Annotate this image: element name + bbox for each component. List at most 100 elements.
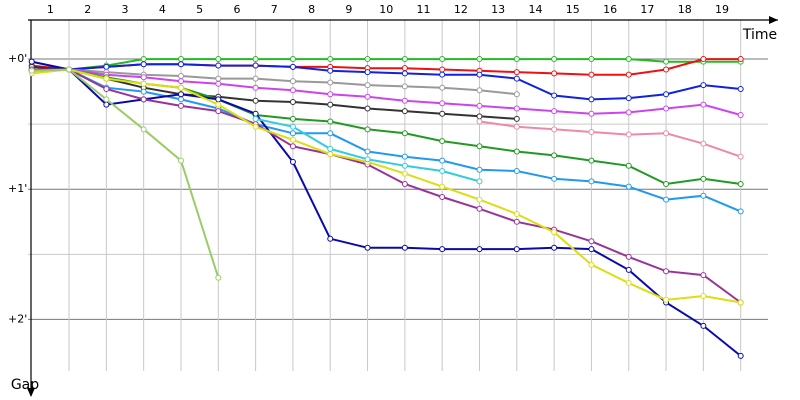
data-point — [700, 56, 707, 63]
data-point — [177, 84, 184, 91]
x-tick-label: 3 — [122, 3, 129, 16]
data-point — [364, 69, 371, 76]
data-point — [177, 78, 184, 85]
y-axis-label: Gap — [11, 377, 39, 393]
x-tick-label: 4 — [159, 3, 166, 16]
x-axis-label: Time — [742, 27, 777, 43]
x-tick-label: 5 — [196, 3, 203, 16]
data-point — [439, 168, 446, 175]
data-point — [476, 87, 483, 94]
data-point — [551, 70, 558, 77]
data-point — [103, 63, 110, 70]
data-point — [289, 130, 296, 137]
series-line — [31, 68, 741, 116]
data-point — [252, 84, 259, 91]
data-point — [401, 162, 408, 169]
data-point — [439, 71, 446, 78]
data-point — [252, 62, 259, 69]
data-point — [289, 87, 296, 94]
data-point — [177, 56, 184, 63]
series-line — [31, 60, 742, 357]
data-point — [401, 170, 408, 177]
y-tick-label: +1' — [8, 182, 27, 195]
data-point — [289, 158, 296, 165]
data-point — [700, 322, 707, 329]
data-point — [551, 244, 558, 251]
data-point — [625, 253, 632, 260]
y-axis-arrow — [27, 388, 35, 397]
x-axis-arrow — [769, 16, 778, 24]
x-tick-label: 9 — [345, 3, 352, 16]
data-point — [513, 218, 520, 225]
data-point — [177, 91, 184, 98]
data-point — [289, 78, 296, 85]
series-line — [31, 68, 517, 96]
data-point — [625, 162, 632, 169]
data-point — [289, 63, 296, 70]
data-point — [551, 126, 558, 133]
data-point — [289, 56, 296, 63]
x-tick-label: 17 — [640, 3, 654, 16]
data-point — [327, 101, 334, 108]
data-point — [327, 56, 334, 63]
data-point — [401, 130, 408, 137]
x-tick-label: 10 — [379, 3, 393, 16]
data-point — [103, 85, 110, 92]
data-point — [364, 126, 371, 133]
data-point — [28, 67, 35, 74]
data-point — [252, 110, 259, 117]
data-point — [215, 62, 222, 69]
x-tick-label: 15 — [566, 3, 580, 16]
data-point — [551, 152, 558, 159]
data-point — [737, 181, 744, 188]
data-point — [663, 105, 670, 112]
data-point — [439, 110, 446, 117]
data-point — [439, 84, 446, 91]
data-point — [439, 66, 446, 73]
data-point — [401, 83, 408, 90]
data-point — [663, 268, 670, 275]
data-point — [140, 88, 147, 95]
data-point — [476, 205, 483, 212]
data-point — [401, 108, 408, 115]
data-point — [513, 91, 520, 98]
data-point — [327, 118, 334, 125]
data-point — [513, 246, 520, 253]
data-point — [252, 115, 259, 122]
data-point — [140, 56, 147, 63]
series-line — [31, 60, 741, 101]
data-point — [551, 56, 558, 63]
data-point — [140, 126, 147, 133]
data-point — [66, 66, 73, 73]
data-point — [28, 58, 35, 65]
series-line — [31, 58, 741, 72]
x-tick-label: 1 — [47, 3, 54, 16]
data-point — [289, 99, 296, 106]
data-point — [551, 108, 558, 115]
data-point — [513, 69, 520, 76]
data-point — [215, 101, 222, 108]
data-point — [551, 92, 558, 99]
data-point — [625, 95, 632, 102]
data-point — [364, 148, 371, 155]
data-point — [700, 272, 707, 279]
data-point — [737, 299, 744, 306]
data-point — [327, 91, 334, 98]
y-tick-label: +2' — [8, 312, 27, 325]
data-point — [289, 123, 296, 130]
x-tick-label: 18 — [678, 3, 692, 16]
data-point — [625, 279, 632, 286]
data-point — [737, 153, 744, 160]
data-point — [588, 178, 595, 185]
data-point — [476, 113, 483, 120]
data-point — [476, 102, 483, 109]
data-point — [327, 151, 334, 158]
data-point — [625, 71, 632, 78]
data-point — [327, 79, 334, 86]
data-point — [551, 175, 558, 182]
data-point — [663, 196, 670, 203]
series-line — [31, 68, 742, 213]
data-point — [252, 56, 259, 63]
